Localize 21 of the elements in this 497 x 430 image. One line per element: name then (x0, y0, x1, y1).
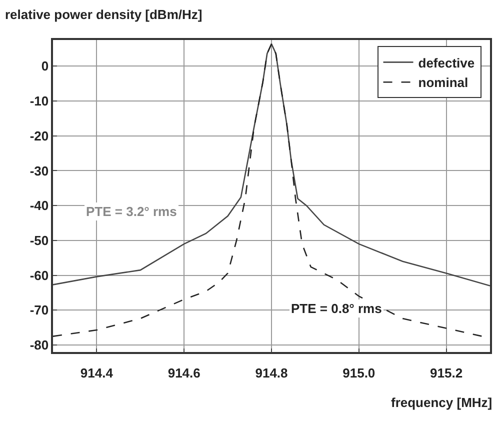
x-tick-label: 915.2 (430, 365, 463, 380)
y-tick-label: -70 (30, 302, 49, 318)
x-tick-label: 915.0 (342, 365, 376, 380)
y-tick-label: -30 (30, 163, 49, 178)
x-tick-label: 914.8 (255, 365, 288, 380)
y-tick-label: -60 (30, 268, 49, 283)
legend-label: defective (418, 55, 475, 70)
y-tick-label: -10 (30, 94, 49, 109)
line-series (53, 43, 490, 286)
x-axis-title: frequency [MHz] (391, 395, 492, 410)
y-tick-label: -40 (30, 198, 49, 214)
y-tick-label: -50 (30, 233, 49, 248)
y-tick-label: 0 (41, 58, 49, 74)
y-tick-label: -80 (30, 338, 49, 353)
legend-label: nominal (418, 75, 468, 90)
x-tick-label: 914.6 (168, 365, 200, 380)
y-tick-label: -20 (30, 128, 49, 144)
x-tick-label: 914.4 (80, 365, 114, 380)
annotation: PTE = 3.2° rms (86, 204, 177, 219)
annotation: PTE = 0.8° rms (291, 301, 382, 316)
y-axis-title: relative power density [dBm/Hz] (5, 7, 202, 22)
